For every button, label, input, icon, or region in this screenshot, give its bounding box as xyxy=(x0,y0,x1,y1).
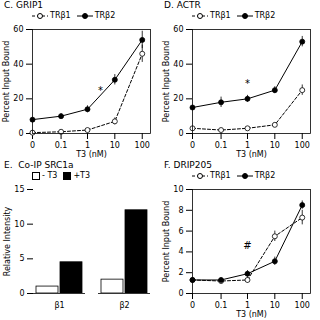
svg-text:100: 100 xyxy=(135,141,150,150)
svg-text:6: 6 xyxy=(178,227,183,236)
svg-text:60: 60 xyxy=(173,25,183,34)
svg-text:T3 (nM): T3 (nM) xyxy=(235,310,267,319)
html-text:F. DRIP205: F. DRIP205 xyxy=(164,160,212,170)
svg-text:0: 0 xyxy=(18,129,23,138)
html-text:TRβ1: TRβ1 xyxy=(210,11,231,20)
svg-text:β2: β2 xyxy=(119,301,129,310)
html-text:TRβ1: TRβ1 xyxy=(50,11,71,20)
html-text:TRβ2: TRβ2 xyxy=(94,11,116,20)
svg-text:0: 0 xyxy=(190,141,195,150)
svg-text:8: 8 xyxy=(178,206,183,215)
svg-text:1: 1 xyxy=(244,141,250,151)
svg-text:5: 5 xyxy=(19,254,24,263)
svg-text:15: 15 xyxy=(14,185,24,194)
svg-text:60: 60 xyxy=(13,25,23,34)
svg-text:1: 1 xyxy=(84,141,90,151)
svg-text:0.1: 0.1 xyxy=(55,141,68,150)
svg-text:0: 0 xyxy=(30,141,35,150)
svg-text:#: # xyxy=(243,240,251,251)
svg-text:0: 0 xyxy=(19,289,24,298)
html-text:+T3: +T3 xyxy=(73,171,91,180)
html-text:- T3: - T3 xyxy=(42,171,58,180)
svg-text:T3 (nM): T3 (nM) xyxy=(235,150,267,159)
html-text:TRβ1: TRβ1 xyxy=(210,171,231,180)
html-text:E. Co-IP SRC1a: E. Co-IP SRC1a xyxy=(4,160,74,170)
html-text:TRβ2: TRβ2 xyxy=(254,11,276,20)
svg-text:0.1: 0.1 xyxy=(215,301,228,310)
svg-text:0.1: 0.1 xyxy=(215,141,228,150)
html-text:C. GRIP1: C. GRIP1 xyxy=(4,0,43,10)
svg-text:100: 100 xyxy=(295,301,310,310)
svg-text:*: * xyxy=(98,85,103,96)
svg-text:*: * xyxy=(245,78,250,89)
html-text:TRβ2: TRβ2 xyxy=(254,171,276,180)
svg-text:20: 20 xyxy=(173,94,183,103)
svg-text:0: 0 xyxy=(178,129,183,138)
svg-text:10: 10 xyxy=(270,301,280,310)
svg-text:0: 0 xyxy=(190,301,195,310)
svg-text:0: 0 xyxy=(178,289,183,298)
svg-text:20: 20 xyxy=(13,94,23,103)
svg-text:1: 1 xyxy=(244,301,250,311)
svg-text:40: 40 xyxy=(13,60,23,69)
svg-text:Percent Input Bound: Percent Input Bound xyxy=(162,201,171,283)
svg-text:100: 100 xyxy=(295,141,310,150)
svg-text:10: 10 xyxy=(14,220,24,229)
svg-text:2: 2 xyxy=(178,268,183,277)
svg-text:10: 10 xyxy=(270,141,280,150)
svg-text:40: 40 xyxy=(173,60,183,69)
svg-text:Percent Input Bound: Percent Input Bound xyxy=(162,41,171,123)
svg-text:10: 10 xyxy=(110,141,120,150)
svg-text:T3 (nM): T3 (nM) xyxy=(75,150,107,159)
svg-text:4: 4 xyxy=(178,247,183,256)
svg-text:10: 10 xyxy=(173,185,183,194)
svg-text:β1: β1 xyxy=(54,301,64,310)
svg-text:Relative Intensity: Relative Intensity xyxy=(3,206,12,276)
html-text:D. ACTR: D. ACTR xyxy=(164,0,201,10)
svg-text:Percent Input Bound: Percent Input Bound xyxy=(2,41,11,123)
